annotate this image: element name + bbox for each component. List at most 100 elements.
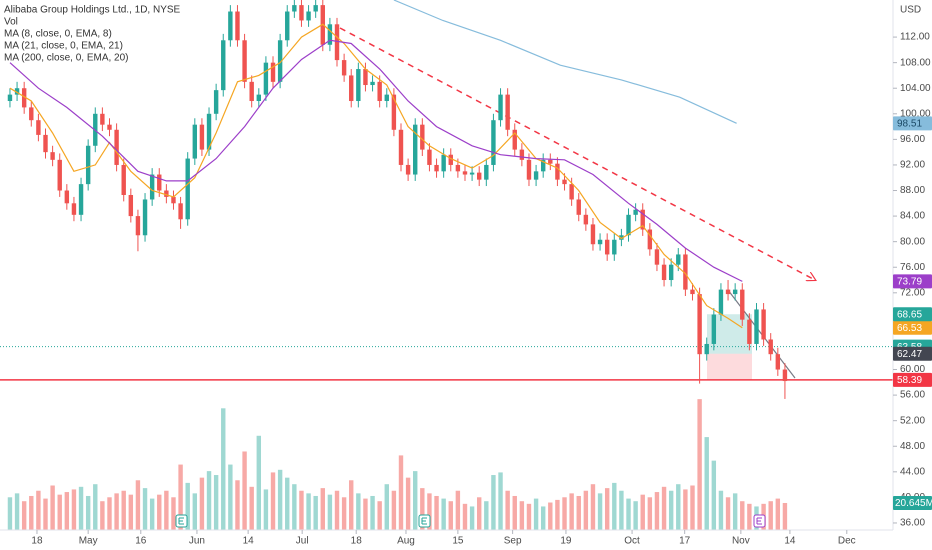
candle-body bbox=[633, 209, 638, 215]
volume-bar bbox=[78, 486, 84, 530]
candle-body bbox=[270, 62, 276, 82]
price-tag bbox=[893, 307, 932, 322]
candle-body bbox=[612, 239, 617, 255]
candle-body bbox=[718, 289, 724, 315]
candle-body bbox=[505, 94, 510, 130]
candle-body bbox=[306, 11, 311, 21]
candle-body bbox=[36, 120, 41, 135]
x-tick-label: 14 bbox=[243, 536, 255, 547]
candle-body bbox=[569, 184, 574, 200]
volume-bar bbox=[121, 490, 126, 530]
volume-bar bbox=[349, 480, 354, 530]
volume-bar bbox=[341, 497, 347, 530]
volume-bar bbox=[555, 499, 560, 530]
volume-bar bbox=[64, 492, 70, 530]
candle-body bbox=[135, 216, 141, 236]
volume-bar bbox=[455, 490, 461, 530]
candle-body bbox=[754, 309, 759, 344]
candle-body bbox=[242, 40, 247, 82]
volume-bar bbox=[249, 486, 254, 530]
candle-body bbox=[469, 172, 475, 175]
candle-body bbox=[413, 124, 418, 175]
candle-body bbox=[576, 199, 581, 215]
candle-body bbox=[349, 75, 354, 102]
volume-bar bbox=[683, 489, 688, 530]
candle-body bbox=[121, 164, 126, 195]
y-tick-label: 56.00 bbox=[900, 390, 925, 401]
volume-bar bbox=[668, 490, 674, 530]
candle-body bbox=[107, 124, 112, 130]
candle-body bbox=[782, 369, 788, 382]
volume-bar bbox=[711, 460, 717, 530]
volume-bar bbox=[277, 469, 283, 530]
y-tick-label: 76.00 bbox=[900, 262, 925, 273]
candle-body bbox=[292, 5, 297, 12]
volume-bar bbox=[157, 494, 162, 530]
x-tick-label: Jun bbox=[189, 536, 205, 547]
candle-body bbox=[747, 319, 752, 344]
volume-bar bbox=[512, 495, 517, 530]
volume-tag bbox=[893, 495, 932, 510]
volume-bar bbox=[221, 408, 226, 530]
candle-body bbox=[590, 224, 596, 245]
price-tag-label: 98.51 bbox=[897, 118, 922, 129]
volume-bar bbox=[661, 486, 667, 530]
volume-bar bbox=[384, 484, 389, 530]
volume-bar bbox=[569, 493, 574, 530]
legend-entry: MA (21, close, 0, EMA, 21) bbox=[4, 41, 123, 52]
earnings-glyph bbox=[756, 517, 762, 525]
y-tick-label: 72.00 bbox=[900, 287, 925, 298]
candle-body bbox=[178, 203, 183, 220]
candle-body bbox=[363, 69, 368, 86]
volume-bar bbox=[14, 493, 20, 530]
candle-body bbox=[434, 164, 439, 172]
volume-bar bbox=[100, 501, 105, 530]
volume-bar bbox=[206, 471, 212, 530]
candle-layer bbox=[7, 0, 788, 399]
candle-body bbox=[114, 129, 119, 165]
volume-bar bbox=[142, 488, 148, 530]
volume-bar bbox=[718, 490, 724, 530]
y-tick-label: 96.00 bbox=[900, 134, 925, 145]
volume-bar bbox=[676, 484, 681, 530]
volume-bar bbox=[597, 493, 603, 530]
volume-bar bbox=[612, 482, 617, 530]
volume-bar bbox=[356, 493, 361, 530]
volume-bar bbox=[491, 475, 496, 530]
candle-body bbox=[555, 163, 560, 180]
volume-bar bbox=[533, 498, 539, 530]
candle-body bbox=[384, 94, 389, 102]
volume-bar bbox=[256, 435, 262, 530]
volume-bar bbox=[448, 501, 453, 530]
volume-bar bbox=[391, 490, 397, 530]
volume-bar bbox=[327, 494, 333, 530]
volume-bar bbox=[185, 482, 190, 530]
trend-line bbox=[339, 27, 815, 280]
candle-body bbox=[14, 88, 20, 95]
volume-bar bbox=[164, 490, 169, 530]
volume-bar bbox=[619, 490, 624, 530]
volume-bar bbox=[590, 484, 596, 530]
candle-body bbox=[690, 289, 695, 295]
candle-body bbox=[256, 94, 262, 102]
y-tick-label: 44.00 bbox=[900, 466, 925, 477]
candle-body bbox=[654, 249, 660, 265]
y-tick-label: 48.00 bbox=[900, 441, 925, 452]
candle-body bbox=[142, 199, 148, 236]
candle-body bbox=[334, 24, 340, 61]
volume-bar bbox=[299, 490, 304, 530]
candle-body bbox=[512, 129, 517, 150]
volume-bar bbox=[270, 472, 276, 530]
volume-bar bbox=[427, 493, 432, 530]
price-tag-label: 58.39 bbox=[897, 375, 922, 386]
candle-body bbox=[149, 174, 155, 200]
candle-body bbox=[761, 309, 766, 340]
volume-bar bbox=[178, 464, 183, 530]
volume-bar bbox=[526, 503, 532, 530]
x-tick-label: Dec bbox=[838, 536, 856, 547]
volume-bar bbox=[441, 498, 446, 530]
candle-body bbox=[100, 113, 105, 125]
candle-body bbox=[448, 154, 453, 165]
candle-body bbox=[640, 209, 645, 230]
